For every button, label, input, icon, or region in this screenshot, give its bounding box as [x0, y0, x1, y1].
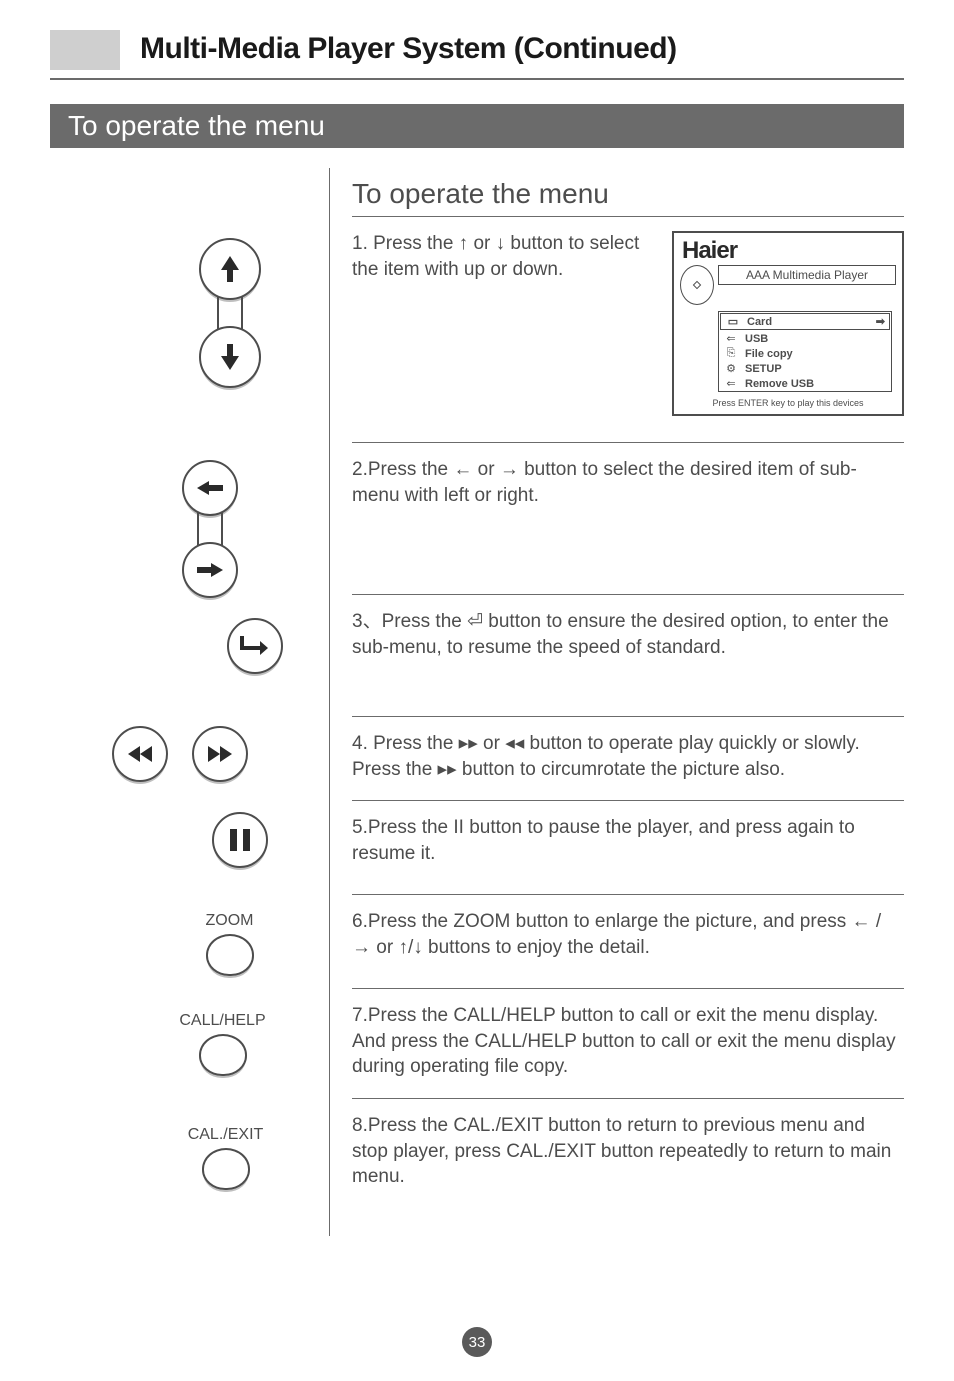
- call-group: CALL/HELP: [50, 1012, 309, 1126]
- call-label: CALL/HELP: [179, 1012, 265, 1030]
- cal-label: CAL./EXIT: [188, 1126, 264, 1144]
- left-button[interactable]: [182, 460, 238, 516]
- arrow-icon: ➡: [876, 315, 885, 328]
- device-menu: ▭Card ➡ ⇐USB ⎘File copy ⚙SETUP ⇐Remove U…: [718, 311, 892, 392]
- zoom-label: ZOOM: [206, 912, 254, 930]
- card-icon: ▭: [725, 315, 741, 328]
- zoom-button[interactable]: [206, 934, 254, 976]
- ff-rw-group: [50, 726, 309, 812]
- setup-icon: ⚙: [723, 362, 739, 375]
- call-help-button[interactable]: [199, 1034, 247, 1076]
- usb-icon: ⇐: [723, 332, 739, 345]
- left-right-group: [110, 460, 309, 618]
- page-title: Multi-Media Player System (Continued): [116, 32, 677, 70]
- header-tab: [50, 30, 120, 70]
- step-6-text: 6.Press the ZOOM button to enlarge the p…: [352, 909, 904, 960]
- step-1-text: 1. Press the ↑ or ↓ button to select the…: [352, 231, 662, 416]
- section-bar: To operate the menu: [50, 104, 904, 148]
- step-8-text: 8.Press the CAL./EXIT button to return t…: [352, 1113, 904, 1190]
- right-column: To operate the menu 1. Press the ↑ or ↓ …: [330, 168, 904, 1236]
- right-button[interactable]: [182, 542, 238, 598]
- remove-icon: ⇐: [723, 377, 739, 390]
- page-number: 33: [462, 1327, 492, 1357]
- zoom-group: ZOOM: [50, 912, 309, 1012]
- pause-group: [50, 812, 309, 912]
- filecopy-icon: ⎘: [723, 347, 739, 360]
- device-hint: Press ENTER key to play this devices: [674, 396, 902, 408]
- pause-button[interactable]: [212, 812, 268, 868]
- step-5-text: 5.Press the II button to pause the playe…: [352, 815, 904, 866]
- speaker-icon: [680, 265, 714, 305]
- enter-group: [200, 618, 309, 726]
- title-rule: [50, 78, 904, 80]
- menu-item-usb[interactable]: ⇐USB: [719, 331, 891, 346]
- brand-logo: Haier: [674, 233, 902, 265]
- step-4-text: 4. Press the ▸▸ or ◂◂ button to operate …: [352, 731, 904, 782]
- device-box: Haier AAA Multimedia Player ▭Card ➡ ⇐USB…: [672, 231, 904, 416]
- ud-arrows-icon: ↑/↓: [398, 937, 422, 958]
- step-3-text: 3、Press the ⏎ button to ensure the desir…: [352, 609, 904, 660]
- left-column: ZOOM CALL/HELP CAL./EXIT: [50, 168, 330, 1236]
- fastforward-button[interactable]: [192, 726, 248, 782]
- up-button[interactable]: [199, 238, 261, 300]
- cal-exit-button[interactable]: [202, 1148, 250, 1190]
- menu-item-card[interactable]: ▭Card ➡: [720, 313, 890, 330]
- device-label: AAA Multimedia Player: [718, 265, 896, 285]
- up-down-group: [150, 238, 309, 460]
- down-button[interactable]: [199, 326, 261, 388]
- rewind-button[interactable]: [112, 726, 168, 782]
- menu-item-filecopy[interactable]: ⎘File copy: [719, 346, 891, 361]
- cal-group: CAL./EXIT: [50, 1126, 309, 1236]
- step-7-text: 7.Press the CALL/HELP button to call or …: [352, 1003, 904, 1080]
- enter-button[interactable]: [227, 618, 283, 674]
- step-2-text: 2.Press the ← or → button to select the …: [352, 457, 904, 508]
- menu-item-remove[interactable]: ⇐Remove USB: [719, 376, 891, 391]
- menu-item-setup[interactable]: ⚙SETUP: [719, 361, 891, 376]
- sub-title: To operate the menu: [352, 178, 904, 217]
